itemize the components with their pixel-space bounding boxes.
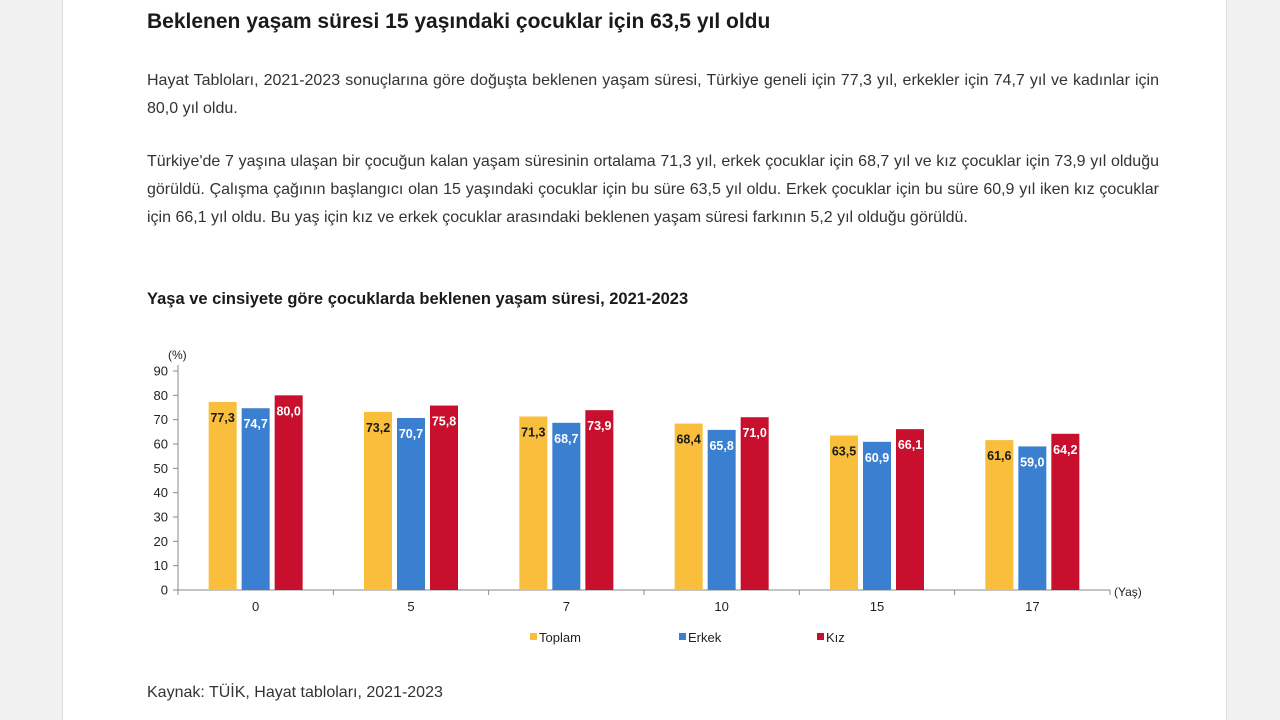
bar-value-label: 73,9 [587,419,611,433]
bar-value-label: 65,8 [709,439,733,453]
legend-swatch-toplam [530,633,537,640]
y-tick-label: 50 [154,461,168,476]
bar-value-label: 66,1 [898,438,922,452]
bar-kız [896,429,924,590]
y-axis-unit-label: (%) [168,348,187,362]
bar-value-label: 74,7 [243,417,267,431]
bar-value-label: 75,8 [432,415,456,429]
source-note: Kaynak: TÜİK, Hayat tabloları, 2021-2023 [147,684,443,701]
bar-kız [740,417,769,590]
bar-erkek [1018,446,1047,590]
bar-kız [430,405,458,590]
legend-label: Toplam [539,630,581,645]
paragraph-1: Hayat Tabloları, 2021-2023 sonuçlarına g… [147,72,1159,117]
bar-toplam [674,423,703,590]
paragraph-2: Türkiye'de 7 yaşına ulaşan bir çocuğun k… [147,153,1159,226]
bar-kız [585,410,614,590]
x-tick-label: 15 [870,599,884,614]
bar-value-label: 59,0 [1020,455,1044,469]
bar-kız [1051,433,1080,590]
y-tick-label: 60 [154,437,168,452]
y-tick-label: 20 [154,534,168,549]
bar-value-label: 73,2 [366,421,390,435]
bar-value-label: 68,7 [554,432,578,446]
bar-erkek [397,417,425,590]
x-tick-label: 17 [1025,599,1039,614]
bar-value-label: 71,3 [521,426,545,440]
bar-erkek [707,429,736,590]
legend-label: Kız [826,630,845,645]
article-headline: Beklenen yaşam süresi 15 yaşındaki çocuk… [147,10,771,33]
chart-title: Yaşa ve cinsiyete göre çocuklarda beklen… [147,290,689,308]
y-tick-label: 70 [154,412,168,427]
bar-toplam [985,440,1014,590]
bar-value-label: 77,3 [210,411,234,425]
y-tick-label: 90 [154,364,168,379]
legend-swatch-erkek [679,633,686,640]
x-tick-label: 7 [563,599,570,614]
y-tick-label: 30 [154,510,168,525]
y-tick-label: 80 [154,388,168,403]
bar-value-label: 64,2 [1053,443,1077,457]
bar-value-label: 61,6 [987,449,1011,463]
x-tick-label: 10 [714,599,728,614]
bar-value-label: 70,7 [399,427,423,441]
bar-erkek [863,441,891,590]
bar-toplam [208,401,237,590]
bar-value-label: 71,0 [742,426,766,440]
y-tick-label: 10 [154,558,168,573]
bar-value-label: 60,9 [865,451,889,465]
bar-erkek [552,422,581,590]
bar-value-label: 68,4 [676,433,700,447]
x-tick-label: 5 [407,599,414,614]
article-page [62,0,1227,720]
bar-value-label: 63,5 [832,444,856,458]
legend-swatch-kız [817,633,824,640]
bar-toplam [830,435,858,590]
bar-kız [274,395,303,590]
legend-label: Erkek [688,630,722,645]
y-tick-label: 40 [154,485,168,500]
bar-toplam [519,416,548,590]
x-axis-unit-label: (Yaş) [1114,585,1142,599]
x-tick-label: 0 [252,599,259,614]
bar-toplam [364,411,392,590]
bar-value-label: 80,0 [276,404,300,418]
bar-erkek [241,408,270,590]
y-tick-label: 0 [161,583,168,598]
